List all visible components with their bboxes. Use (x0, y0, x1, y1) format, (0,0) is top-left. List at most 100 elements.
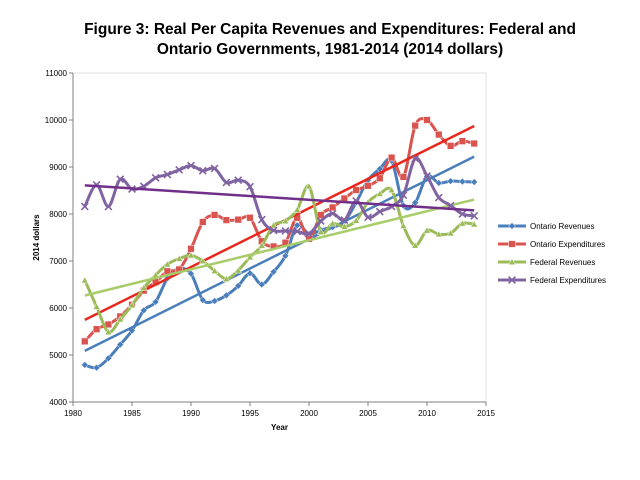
data-point-federal-revenues (234, 266, 243, 274)
legend-label-ontario-revenues: Ontario Revenues (530, 222, 594, 231)
data-point-federal-revenues (104, 328, 113, 335)
data-point-ontario-expenditures (435, 130, 443, 139)
data-point-ontario-expenditures (328, 203, 337, 212)
data-point-federal-expenditures (151, 173, 160, 182)
trendline-ontario-revenues (84, 155, 475, 353)
data-point-federal-revenues (269, 221, 278, 229)
data-point-federal-expenditures (175, 165, 184, 174)
data-point-ontario-expenditures (187, 245, 195, 253)
x-tick-label: 1995 (241, 409, 259, 418)
data-point-ontario-expenditures (210, 211, 219, 219)
legend-label-federal-expenditures: Federal Expenditures (530, 276, 606, 285)
chart-title: Figure 3: Real Per Capita Revenues and E… (80, 20, 580, 60)
data-point-federal-expenditures (470, 211, 479, 220)
data-point-federal-expenditures (423, 171, 431, 180)
data-point-federal-revenues (175, 254, 184, 262)
legend-item-ontario-revenues: Ontario Revenues (498, 222, 594, 231)
data-point-federal-revenues (328, 219, 337, 227)
data-point-ontario-revenues (269, 268, 278, 276)
data-point-federal-revenues (198, 257, 207, 264)
data-point-ontario-revenues (458, 177, 467, 186)
x-tick-label: 1985 (123, 409, 141, 418)
data-point-federal-revenues (446, 229, 455, 237)
data-point-federal-expenditures (257, 215, 266, 224)
data-point-ontario-revenues (210, 297, 219, 305)
data-point-federal-revenues (387, 186, 396, 193)
chart-title-line-2: Ontario Governments, 1981-2014 (2014 dol… (156, 41, 504, 58)
data-point-federal-expenditures (305, 229, 313, 238)
data-point-ontario-revenues (246, 269, 254, 277)
data-point-federal-revenues (139, 283, 148, 291)
data-point-federal-revenues (399, 221, 408, 229)
data-point-federal-expenditures (222, 178, 231, 187)
legend-label-federal-revenues: Federal Revenues (530, 258, 595, 267)
x-tick-label: 2000 (300, 409, 318, 418)
data-point-ontario-expenditures (399, 173, 408, 181)
plot-area (80, 116, 479, 372)
data-point-federal-revenues (316, 227, 325, 235)
data-point-ontario-expenditures (458, 137, 467, 145)
data-point-ontario-expenditures (352, 186, 360, 194)
legend-marker-federal-revenues (508, 258, 516, 265)
data-point-federal-expenditures (187, 161, 195, 170)
data-point-federal-expenditures (116, 175, 125, 184)
data-point-federal-expenditures (375, 207, 384, 216)
data-point-federal-expenditures (328, 209, 337, 218)
legend-marker-federal-expenditures (508, 276, 516, 284)
legend-marker-ontario-expenditures (508, 240, 516, 248)
y-tick-label: 10000 (45, 116, 68, 125)
data-point-ontario-revenues (258, 280, 266, 289)
data-point-federal-expenditures (340, 216, 349, 225)
data-point-federal-expenditures (163, 170, 172, 179)
data-point-federal-revenues (434, 230, 443, 238)
data-point-ontario-expenditures (364, 182, 372, 190)
data-point-federal-expenditures (80, 202, 89, 211)
data-point-ontario-expenditures (423, 116, 431, 124)
data-point-federal-revenues (128, 301, 136, 309)
data-point-federal-expenditures (269, 226, 278, 235)
data-point-federal-revenues (210, 266, 219, 274)
data-point-ontario-expenditures (81, 337, 89, 346)
data-point-ontario-expenditures (446, 142, 455, 150)
data-point-federal-expenditures (399, 191, 408, 200)
y-tick-label: 8000 (49, 210, 67, 219)
y-tick-label: 7000 (49, 257, 67, 266)
x-tick-label: 1990 (182, 409, 200, 418)
data-point-federal-revenues (352, 216, 361, 224)
data-point-federal-revenues (80, 276, 89, 284)
legend-item-federal-expenditures: Federal Expenditures (498, 276, 606, 285)
data-point-ontario-revenues (81, 361, 89, 369)
data-point-ontario-revenues (151, 298, 160, 306)
data-point-federal-revenues (281, 217, 290, 225)
data-point-ontario-revenues (187, 269, 195, 278)
data-point-ontario-expenditures (411, 121, 419, 130)
chart-title-line-1: Figure 3: Real Per Capita Revenues and E… (84, 21, 576, 38)
axes: 4000 5000 6000 7000 8000 9000 10000 11000 1980 19… (32, 69, 495, 432)
data-point-ontario-revenues (293, 221, 301, 230)
x-tick-label: 1980 (64, 409, 82, 418)
series-line-ontario-revenues (84, 157, 475, 370)
data-point-federal-revenues (458, 219, 467, 227)
y-tick-label: 4000 (49, 398, 67, 407)
data-point-ontario-revenues (116, 340, 124, 349)
legend-marker-ontario-revenues (508, 222, 516, 230)
data-point-federal-expenditures (234, 176, 243, 185)
data-point-ontario-revenues (104, 354, 113, 363)
data-point-ontario-expenditures (234, 215, 242, 224)
data-point-federal-revenues (257, 241, 266, 249)
data-point-ontario-expenditures (376, 174, 384, 182)
data-point-federal-revenues (222, 274, 231, 282)
data-point-federal-expenditures (434, 193, 443, 202)
data-point-federal-expenditures (364, 213, 372, 222)
data-point-ontario-expenditures (222, 216, 231, 224)
data-point-ontario-revenues (435, 179, 443, 187)
data-point-federal-expenditures (104, 202, 113, 211)
data-point-federal-expenditures (293, 227, 302, 236)
data-point-federal-expenditures (458, 210, 467, 218)
data-point-federal-expenditures (198, 166, 207, 175)
data-point-ontario-expenditures (387, 153, 396, 162)
y-tick-label: 6000 (49, 304, 67, 313)
legend-item-ontario-expenditures: Ontario Expenditures (498, 240, 605, 249)
data-point-ontario-expenditures (199, 218, 207, 226)
data-point-federal-expenditures (411, 154, 420, 163)
